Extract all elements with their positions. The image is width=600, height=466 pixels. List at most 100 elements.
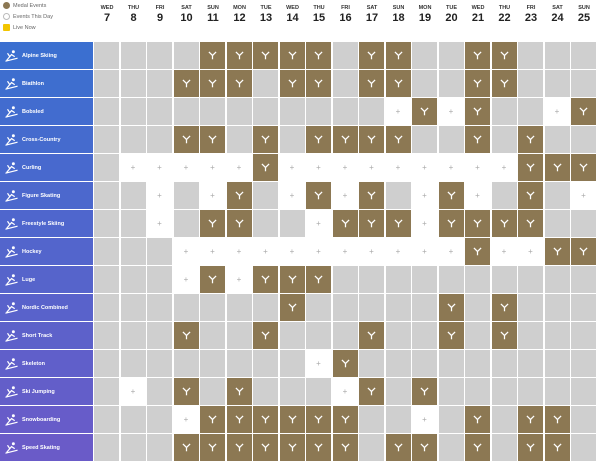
- event-cell[interactable]: +: [332, 182, 358, 209]
- medal-event-cell[interactable]: [438, 322, 464, 349]
- medal-event-cell[interactable]: [279, 294, 305, 321]
- sport-row-label[interactable]: Alpine Skiing: [0, 42, 93, 69]
- medal-event-cell[interactable]: [385, 126, 411, 153]
- medal-event-cell[interactable]: [544, 154, 570, 181]
- medal-event-cell[interactable]: [279, 70, 305, 97]
- medal-event-cell[interactable]: [332, 434, 358, 461]
- event-cell[interactable]: +: [385, 238, 411, 265]
- event-cell[interactable]: +: [306, 350, 331, 377]
- medal-event-cell[interactable]: [306, 182, 331, 209]
- medal-event-cell[interactable]: [465, 434, 490, 461]
- medal-event-cell[interactable]: [571, 154, 596, 181]
- sport-row-label[interactable]: Skeleton: [0, 350, 93, 377]
- medal-event-cell[interactable]: [359, 182, 384, 209]
- medal-event-cell[interactable]: [571, 98, 596, 125]
- medal-event-cell[interactable]: [226, 210, 252, 237]
- medal-event-cell[interactable]: [173, 70, 199, 97]
- medal-event-cell[interactable]: [279, 42, 305, 69]
- medal-event-cell[interactable]: [173, 322, 199, 349]
- event-cell[interactable]: +: [120, 154, 146, 181]
- event-cell[interactable]: +: [412, 182, 437, 209]
- medal-event-cell[interactable]: [412, 434, 437, 461]
- event-cell[interactable]: +: [173, 154, 199, 181]
- medal-event-cell[interactable]: [173, 434, 199, 461]
- medal-event-cell[interactable]: [253, 126, 278, 153]
- medal-event-cell[interactable]: [306, 266, 331, 293]
- medal-event-cell[interactable]: [491, 294, 517, 321]
- medal-event-cell[interactable]: [359, 322, 384, 349]
- medal-event-cell[interactable]: [200, 406, 225, 433]
- sport-row-label[interactable]: Ski Jumping: [0, 378, 93, 405]
- event-cell[interactable]: +: [438, 98, 464, 125]
- event-cell[interactable]: +: [332, 238, 358, 265]
- medal-event-cell[interactable]: [226, 182, 252, 209]
- event-cell[interactable]: +: [120, 378, 146, 405]
- medal-event-cell[interactable]: [438, 210, 464, 237]
- event-cell[interactable]: +: [359, 238, 384, 265]
- medal-event-cell[interactable]: [332, 126, 358, 153]
- medal-event-cell[interactable]: [253, 322, 278, 349]
- event-cell[interactable]: +: [279, 154, 305, 181]
- event-cell[interactable]: +: [491, 154, 517, 181]
- medal-event-cell[interactable]: [518, 126, 543, 153]
- event-cell[interactable]: +: [226, 266, 252, 293]
- medal-event-cell[interactable]: [412, 98, 437, 125]
- medal-event-cell[interactable]: [306, 434, 331, 461]
- medal-event-cell[interactable]: [253, 154, 278, 181]
- event-cell[interactable]: +: [385, 98, 411, 125]
- medal-event-cell[interactable]: [359, 42, 384, 69]
- event-cell[interactable]: +: [173, 406, 199, 433]
- medal-event-cell[interactable]: [306, 126, 331, 153]
- medal-event-cell[interactable]: [200, 210, 225, 237]
- event-cell[interactable]: +: [544, 98, 570, 125]
- medal-event-cell[interactable]: [359, 378, 384, 405]
- event-cell[interactable]: +: [147, 210, 172, 237]
- sport-row-label[interactable]: Figure Skating: [0, 182, 93, 209]
- medal-event-cell[interactable]: [385, 210, 411, 237]
- medal-event-cell[interactable]: [518, 154, 543, 181]
- event-cell[interactable]: +: [173, 238, 199, 265]
- medal-event-cell[interactable]: [200, 126, 225, 153]
- sport-row-label[interactable]: Speed Skating: [0, 434, 93, 461]
- medal-event-cell[interactable]: [306, 42, 331, 69]
- medal-event-cell[interactable]: [332, 406, 358, 433]
- medal-event-cell[interactable]: [359, 70, 384, 97]
- medal-event-cell[interactable]: [465, 42, 490, 69]
- event-cell[interactable]: +: [465, 154, 490, 181]
- medal-event-cell[interactable]: [306, 70, 331, 97]
- event-cell[interactable]: +: [147, 182, 172, 209]
- event-cell[interactable]: +: [385, 154, 411, 181]
- medal-event-cell[interactable]: [279, 266, 305, 293]
- medal-event-cell[interactable]: [332, 210, 358, 237]
- event-cell[interactable]: +: [147, 154, 172, 181]
- medal-event-cell[interactable]: [465, 210, 490, 237]
- event-cell[interactable]: +: [332, 154, 358, 181]
- medal-event-cell[interactable]: [253, 266, 278, 293]
- medal-event-cell[interactable]: [226, 434, 252, 461]
- event-cell[interactable]: +: [412, 210, 437, 237]
- medal-event-cell[interactable]: [544, 434, 570, 461]
- medal-event-cell[interactable]: [253, 434, 278, 461]
- sport-row-label[interactable]: Bobsled: [0, 98, 93, 125]
- sport-row-label[interactable]: Biathlon: [0, 70, 93, 97]
- medal-event-cell[interactable]: [385, 434, 411, 461]
- event-cell[interactable]: +: [571, 182, 596, 209]
- event-cell[interactable]: +: [518, 238, 543, 265]
- event-cell[interactable]: +: [412, 154, 437, 181]
- medal-event-cell[interactable]: [306, 406, 331, 433]
- event-cell[interactable]: +: [173, 266, 199, 293]
- medal-event-cell[interactable]: [465, 126, 490, 153]
- medal-event-cell[interactable]: [544, 238, 570, 265]
- medal-event-cell[interactable]: [571, 238, 596, 265]
- medal-event-cell[interactable]: [465, 406, 490, 433]
- medal-event-cell[interactable]: [279, 406, 305, 433]
- medal-event-cell[interactable]: [226, 378, 252, 405]
- sport-row-label[interactable]: Freestyle Skiing: [0, 210, 93, 237]
- event-cell[interactable]: +: [306, 238, 331, 265]
- event-cell[interactable]: +: [200, 238, 225, 265]
- sport-row-label[interactable]: Nordic Combined: [0, 294, 93, 321]
- medal-event-cell[interactable]: [173, 378, 199, 405]
- medal-event-cell[interactable]: [465, 98, 490, 125]
- medal-event-cell[interactable]: [465, 70, 490, 97]
- event-cell[interactable]: +: [200, 182, 225, 209]
